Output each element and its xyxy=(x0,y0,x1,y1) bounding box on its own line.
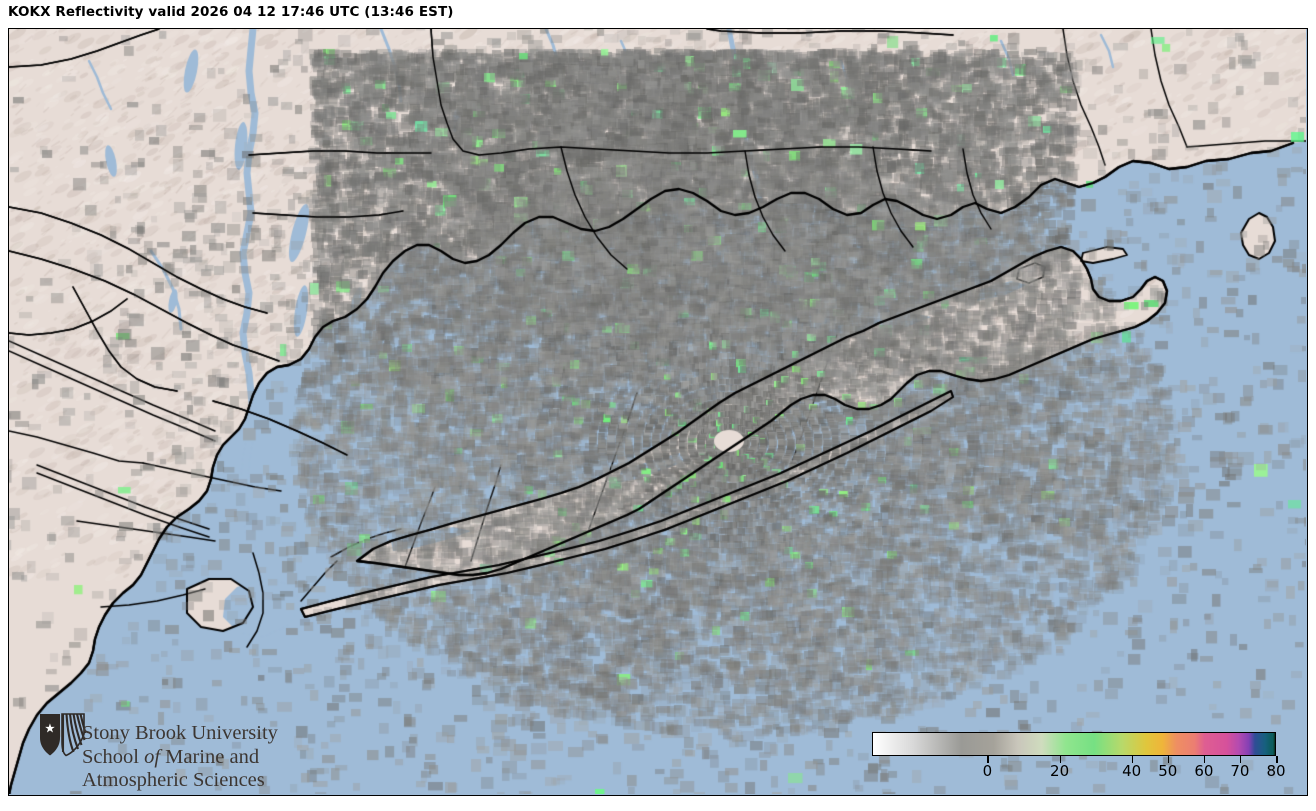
colorbar-tick-labels: 0 20 40 50 60 70 80 xyxy=(864,762,1286,784)
colorbar-tick-label: 70 xyxy=(1230,762,1250,780)
shield-icon xyxy=(40,713,86,757)
colorbar-tick-label: 80 xyxy=(1266,762,1286,780)
colorbar-tick-label: 50 xyxy=(1158,762,1178,780)
logo-line-3: Atmospheric Sciences xyxy=(82,769,265,791)
logo-line-1: Stony Brook University xyxy=(82,722,278,744)
colorbar-box xyxy=(872,732,1276,756)
page-title: KOKX Reflectivity valid 2026 04 12 17:46… xyxy=(8,4,454,20)
colorbar-tick xyxy=(1131,756,1134,763)
colorbar-tick xyxy=(1239,756,1242,763)
radar-map-canvas[interactable] xyxy=(9,29,1306,794)
colorbar-tick xyxy=(1276,756,1278,763)
logo-text: Stony Brook University School of Marine … xyxy=(82,722,347,794)
title-bar: KOKX Reflectivity valid 2026 04 12 17:46… xyxy=(0,0,1316,26)
colorbar-tick xyxy=(1059,756,1062,763)
colorbar-tick-label: 20 xyxy=(1050,762,1070,780)
stony-brook-logo: Stony Brook University School of Marine … xyxy=(38,708,308,791)
reflectivity-colorbar: 0 20 40 50 60 70 80 xyxy=(864,726,1286,788)
colorbar-tick-label: 60 xyxy=(1194,762,1214,780)
colorbar-ticks xyxy=(872,756,1278,763)
colorbar-tick-label: 0 xyxy=(982,762,993,780)
colorbar-tick xyxy=(1167,756,1170,763)
colorbar-tick-label: 40 xyxy=(1122,762,1142,780)
logo-line-2-italic: of xyxy=(144,745,161,768)
map-frame[interactable] xyxy=(8,28,1308,796)
logo-line-2-pre: School xyxy=(82,745,145,768)
colorbar-tick xyxy=(987,756,989,763)
colorbar-gradient xyxy=(873,733,1275,755)
logo-line-2: School of Marine and xyxy=(82,746,347,770)
colorbar-tick xyxy=(1203,756,1206,763)
logo-line-2-post: Marine and xyxy=(160,745,260,768)
